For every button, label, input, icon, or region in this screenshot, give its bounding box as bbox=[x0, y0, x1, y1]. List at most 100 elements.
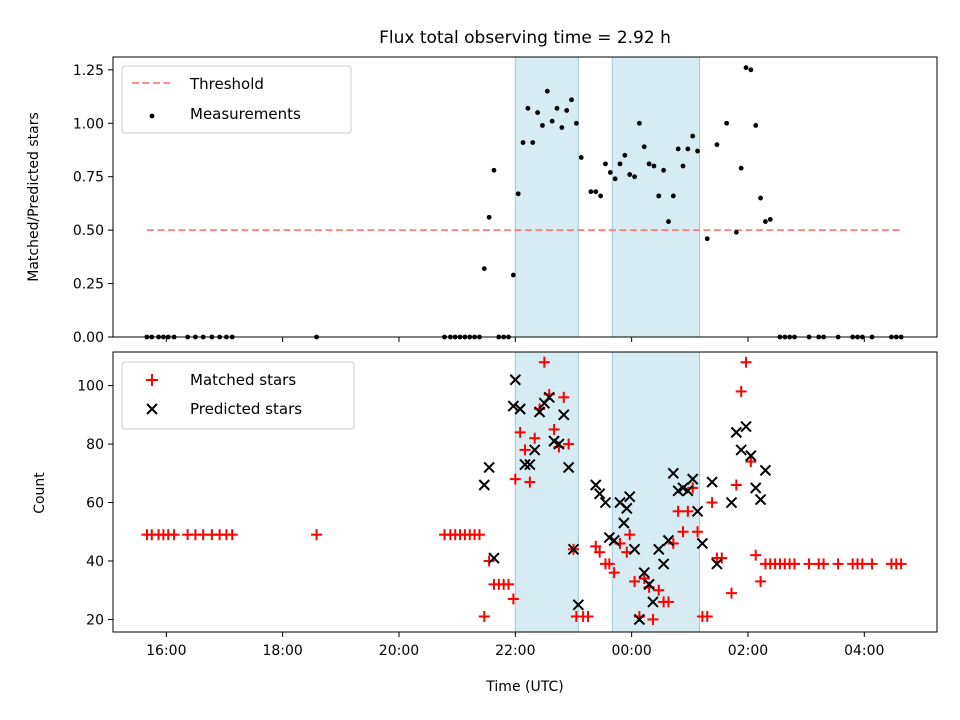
measurement-point bbox=[763, 219, 768, 224]
predicted-star-point bbox=[562, 461, 575, 474]
predicted-star-point bbox=[759, 464, 772, 477]
y-tick-label: 0.25 bbox=[73, 277, 104, 293]
matched-star-point bbox=[519, 444, 531, 456]
matched-star-point bbox=[706, 497, 718, 509]
legend-matched-marker bbox=[146, 374, 158, 386]
y-tick-label: 1.00 bbox=[73, 116, 104, 132]
matched-star-point bbox=[866, 558, 878, 570]
predicted-star-point bbox=[711, 558, 723, 570]
matched-star-point bbox=[514, 426, 526, 438]
matched-star-point bbox=[856, 558, 868, 570]
measurement-point bbox=[549, 118, 555, 124]
predicted-star-point bbox=[533, 406, 546, 418]
predicted-star-point bbox=[590, 479, 602, 491]
measurement-point bbox=[675, 146, 681, 152]
measurement-point bbox=[636, 120, 642, 126]
matched-star-point bbox=[716, 552, 728, 564]
predicted-star-point bbox=[730, 426, 743, 439]
measurement-point bbox=[617, 161, 623, 167]
matched-star-point bbox=[478, 611, 490, 623]
matched-star-point bbox=[548, 423, 560, 435]
matched-star-point bbox=[590, 540, 602, 552]
matched-star-point bbox=[629, 575, 641, 587]
matched-star-point bbox=[692, 526, 704, 538]
predicted-star-point bbox=[706, 476, 718, 488]
measurement-point bbox=[666, 219, 671, 224]
predicted-star-point bbox=[623, 490, 636, 503]
measurement-point bbox=[641, 144, 647, 150]
predicted-star-point bbox=[750, 482, 762, 494]
measurement-point bbox=[525, 105, 531, 111]
matched-star-point bbox=[740, 356, 752, 368]
matched-star-point bbox=[507, 593, 519, 605]
top-plot-frame bbox=[112, 56, 938, 338]
predicted-star-point bbox=[621, 502, 633, 515]
measurement-point bbox=[481, 266, 487, 272]
matched-star-point bbox=[563, 438, 575, 450]
matched-star-point bbox=[735, 385, 747, 397]
measurement-point bbox=[661, 167, 667, 173]
measurement-point bbox=[743, 65, 749, 71]
y-tick-label: 100 bbox=[77, 379, 104, 395]
y-tick-label: 0.00 bbox=[73, 330, 104, 346]
x-tick-label: 20:00 bbox=[379, 643, 419, 659]
measurement-point bbox=[714, 142, 720, 148]
matched-star-point bbox=[895, 558, 907, 570]
measurement-point bbox=[656, 193, 662, 199]
measurement-point bbox=[569, 97, 574, 103]
measurement-point bbox=[680, 163, 686, 169]
legend-predicted-label: Predicted stars bbox=[190, 400, 302, 418]
predicted-star-point bbox=[593, 488, 606, 500]
measurement-point bbox=[540, 122, 545, 128]
count-series bbox=[141, 356, 907, 626]
measurement-point bbox=[646, 161, 652, 167]
predicted-star-point bbox=[507, 400, 520, 412]
x-axis-label: Time (UTC) bbox=[485, 679, 563, 695]
top-legend: Threshold Measurements bbox=[121, 65, 352, 134]
measurement-point bbox=[603, 161, 608, 167]
measurement-point bbox=[486, 214, 492, 220]
predicted-star-point bbox=[735, 444, 747, 456]
predicted-star-point bbox=[687, 473, 699, 485]
matched-star-point bbox=[483, 555, 495, 567]
x-tick-label: 22:00 bbox=[495, 643, 535, 659]
x-tick-label: 04:00 bbox=[844, 643, 884, 659]
predicted-star-point bbox=[691, 505, 704, 517]
measurement-point bbox=[695, 148, 700, 154]
measurement-point bbox=[564, 108, 570, 113]
bottom-legend-box bbox=[121, 361, 355, 430]
predicted-star-point bbox=[608, 534, 620, 547]
predicted-star-point bbox=[618, 517, 630, 529]
measurement-point bbox=[612, 176, 618, 182]
predicted-star-point bbox=[647, 596, 659, 608]
predicted-star-point bbox=[567, 543, 580, 555]
predicted-star-point bbox=[725, 496, 738, 509]
predicted-star-point bbox=[572, 599, 585, 611]
measurement-point bbox=[738, 165, 744, 171]
matched-star-point bbox=[624, 529, 636, 541]
measurement-point bbox=[544, 88, 550, 94]
measurement-point bbox=[588, 189, 594, 195]
matched-star-point bbox=[745, 456, 757, 468]
top-y-axis: 0.00 0.25 0.50 0.75 1.00 1.25 bbox=[73, 63, 113, 346]
bottom-y-axis: 20 40 60 80 100 bbox=[77, 379, 113, 628]
matched-star-point bbox=[529, 432, 541, 444]
measurement-point bbox=[690, 133, 696, 139]
matched-star-point bbox=[608, 567, 620, 579]
measurement-point bbox=[607, 170, 613, 175]
predicted-star-point bbox=[657, 558, 670, 570]
matched-star-point bbox=[473, 529, 485, 541]
matched-star-point bbox=[725, 587, 737, 599]
x-tick-label: 18:00 bbox=[262, 643, 302, 659]
measurement-point bbox=[733, 229, 739, 235]
predicted-star-point bbox=[528, 444, 541, 456]
predicted-star-point bbox=[740, 420, 752, 433]
bottom-x-axis: 16:00 18:00 20:00 22:00 00:00 02:00 04:00 bbox=[146, 632, 884, 659]
matched-star-point bbox=[672, 505, 684, 517]
y-tick-label: 20 bbox=[86, 612, 104, 628]
matched-star-point bbox=[503, 578, 515, 590]
measurement-point bbox=[685, 146, 691, 152]
y-tick-label: 0.50 bbox=[73, 223, 104, 239]
predicted-star-point bbox=[628, 543, 641, 555]
